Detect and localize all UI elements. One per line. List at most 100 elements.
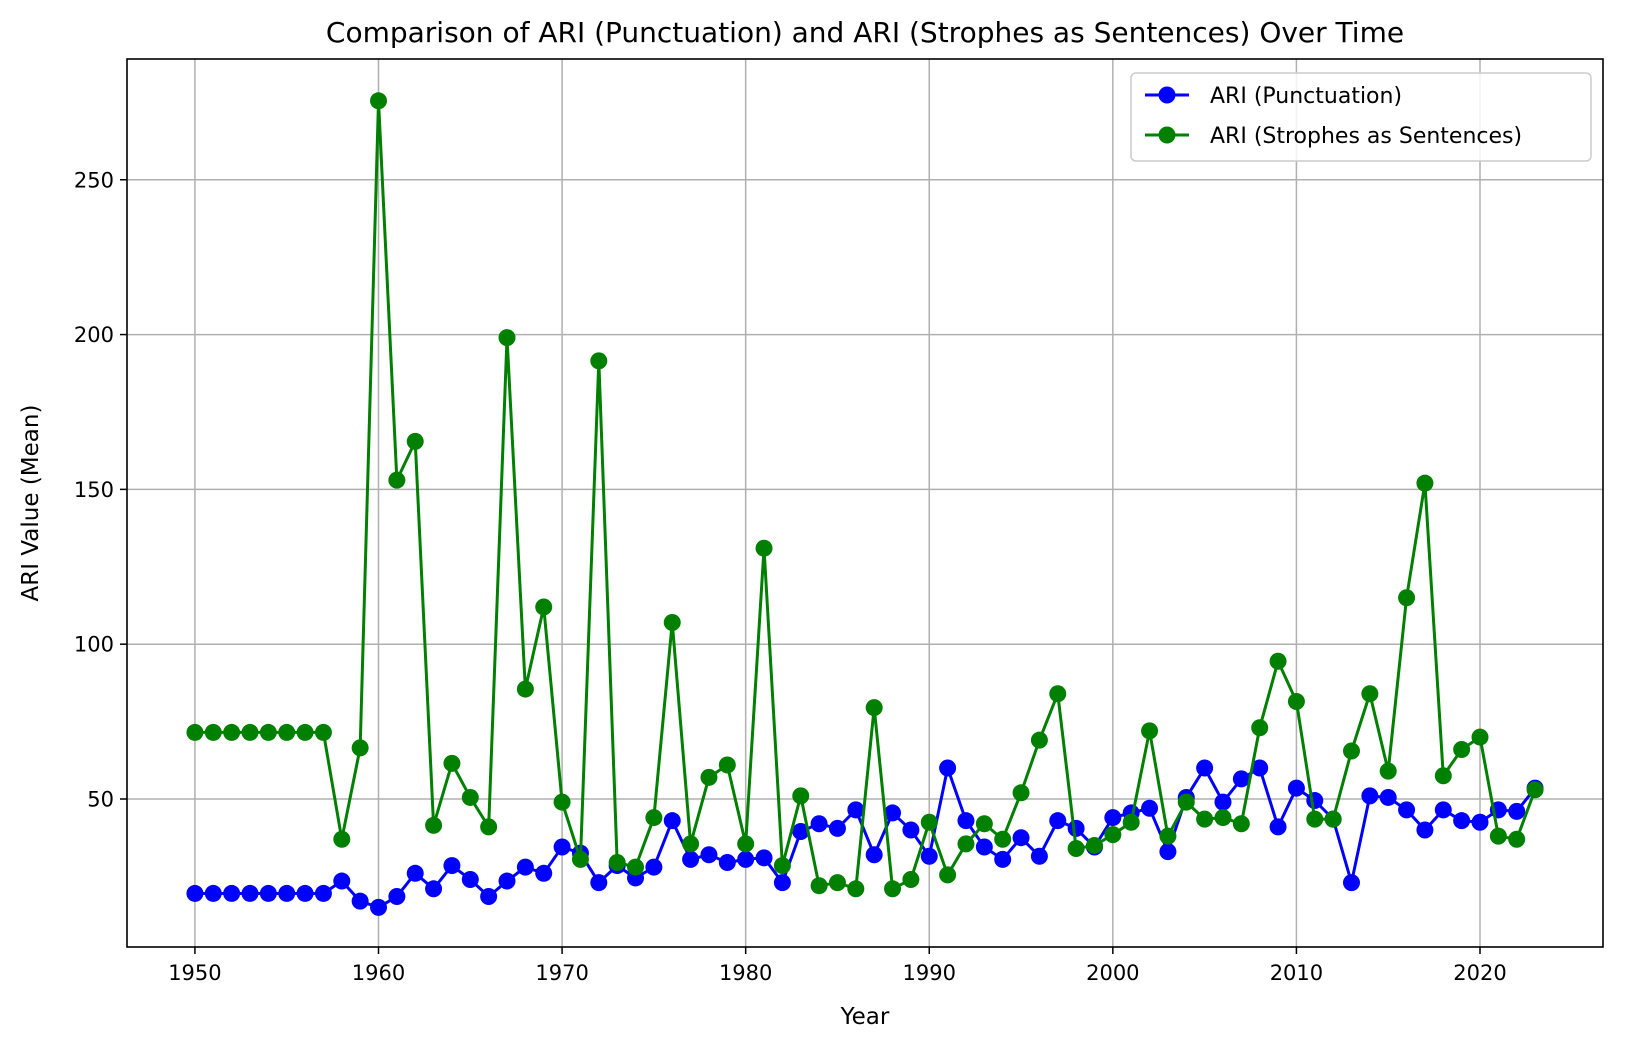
data-point	[700, 846, 718, 864]
legend-label: ARI (Punctuation)	[1210, 84, 1402, 109]
data-point	[865, 846, 883, 864]
data-point	[663, 812, 681, 830]
data-point	[590, 874, 608, 892]
data-point	[1489, 827, 1507, 845]
legend-box	[1130, 72, 1592, 162]
plot-frame	[126, 58, 1604, 948]
data-point	[259, 884, 277, 902]
data-point	[241, 723, 259, 741]
legend-item-1: ARI (Punctuation)	[1145, 84, 1402, 109]
data-point	[425, 816, 443, 834]
data-point	[1398, 589, 1416, 607]
x-tick-label: 2020	[1453, 961, 1506, 985]
data-point	[351, 892, 369, 910]
data-point	[1526, 781, 1544, 799]
data-point	[792, 823, 810, 841]
data-point	[1287, 779, 1305, 797]
data-point	[241, 884, 259, 902]
data-point	[571, 850, 589, 868]
data-point	[535, 598, 553, 616]
data-point	[553, 838, 571, 856]
data-point	[810, 877, 828, 895]
x-tick-label: 2000	[1086, 961, 1139, 985]
data-point	[516, 858, 534, 876]
data-point	[975, 838, 993, 856]
data-point	[847, 801, 865, 819]
data-point	[590, 352, 608, 370]
data-point	[682, 835, 700, 853]
data-point	[1342, 874, 1360, 892]
legend-items: ARI (Punctuation) ARI (Strophes as Senten…	[1145, 84, 1522, 149]
data-point	[498, 329, 516, 347]
data-point	[406, 432, 424, 450]
data-point	[1141, 722, 1159, 740]
data-point	[1306, 810, 1324, 828]
data-point	[975, 815, 993, 833]
data-point	[682, 850, 700, 868]
data-point	[1012, 784, 1030, 802]
data-point	[553, 793, 571, 811]
data-point	[1416, 821, 1434, 839]
data-point	[1434, 801, 1452, 819]
data-point	[461, 871, 479, 889]
y-tick-label: 200	[74, 323, 114, 347]
data-point	[1453, 740, 1471, 758]
data-point	[718, 756, 736, 774]
data-point	[920, 813, 938, 831]
data-point	[1416, 474, 1434, 492]
data-point	[1508, 802, 1526, 820]
data-point	[627, 858, 645, 876]
data-point	[755, 539, 773, 557]
data-point	[204, 723, 222, 741]
data-point	[608, 853, 626, 871]
grid	[127, 59, 1603, 947]
data-point	[186, 723, 204, 741]
data-point	[773, 874, 791, 892]
x-tick-label: 1990	[903, 961, 956, 985]
data-point	[810, 815, 828, 833]
data-point	[957, 835, 975, 853]
data-point	[1306, 792, 1324, 810]
data-point	[773, 857, 791, 875]
x-tick-label: 1970	[535, 961, 588, 985]
data-point	[314, 723, 332, 741]
data-point	[333, 872, 351, 890]
data-point	[737, 850, 755, 868]
series-1	[186, 759, 1544, 916]
y-tick-label: 250	[74, 168, 114, 192]
data-point	[994, 850, 1012, 868]
data-point	[278, 884, 296, 902]
data-point	[1269, 652, 1287, 670]
data-point	[1214, 809, 1232, 827]
data-point	[1471, 728, 1489, 746]
legend-item-2: ARI (Strophes as Sentences)	[1145, 124, 1522, 149]
y-tick-label: 50	[87, 788, 114, 812]
data-point	[939, 759, 957, 777]
data-point	[186, 884, 204, 902]
data-point	[1434, 767, 1452, 785]
data-point	[1196, 810, 1214, 828]
data-point	[1379, 788, 1397, 806]
data-point	[1471, 813, 1489, 831]
data-point	[1508, 830, 1526, 848]
data-point	[645, 809, 663, 827]
axes: 1950 1960 1970 1980 1990 2000 2010 2020 50 100 150…	[74, 168, 1507, 985]
data-point	[1122, 813, 1140, 831]
data-point	[645, 858, 663, 876]
series-line	[194, 99, 1537, 891]
series-layer	[186, 92, 1544, 916]
data-point	[1159, 827, 1177, 845]
data-point	[1269, 818, 1287, 836]
data-point	[425, 880, 443, 898]
data-point	[388, 471, 406, 489]
data-point	[1232, 770, 1250, 788]
data-point	[1379, 762, 1397, 780]
legend-marker	[1158, 126, 1176, 144]
data-point	[1085, 836, 1103, 854]
data-point	[920, 847, 938, 865]
data-point	[865, 699, 883, 717]
data-point	[296, 884, 314, 902]
data-point	[957, 812, 975, 830]
data-point	[828, 819, 846, 837]
data-point	[443, 857, 461, 875]
